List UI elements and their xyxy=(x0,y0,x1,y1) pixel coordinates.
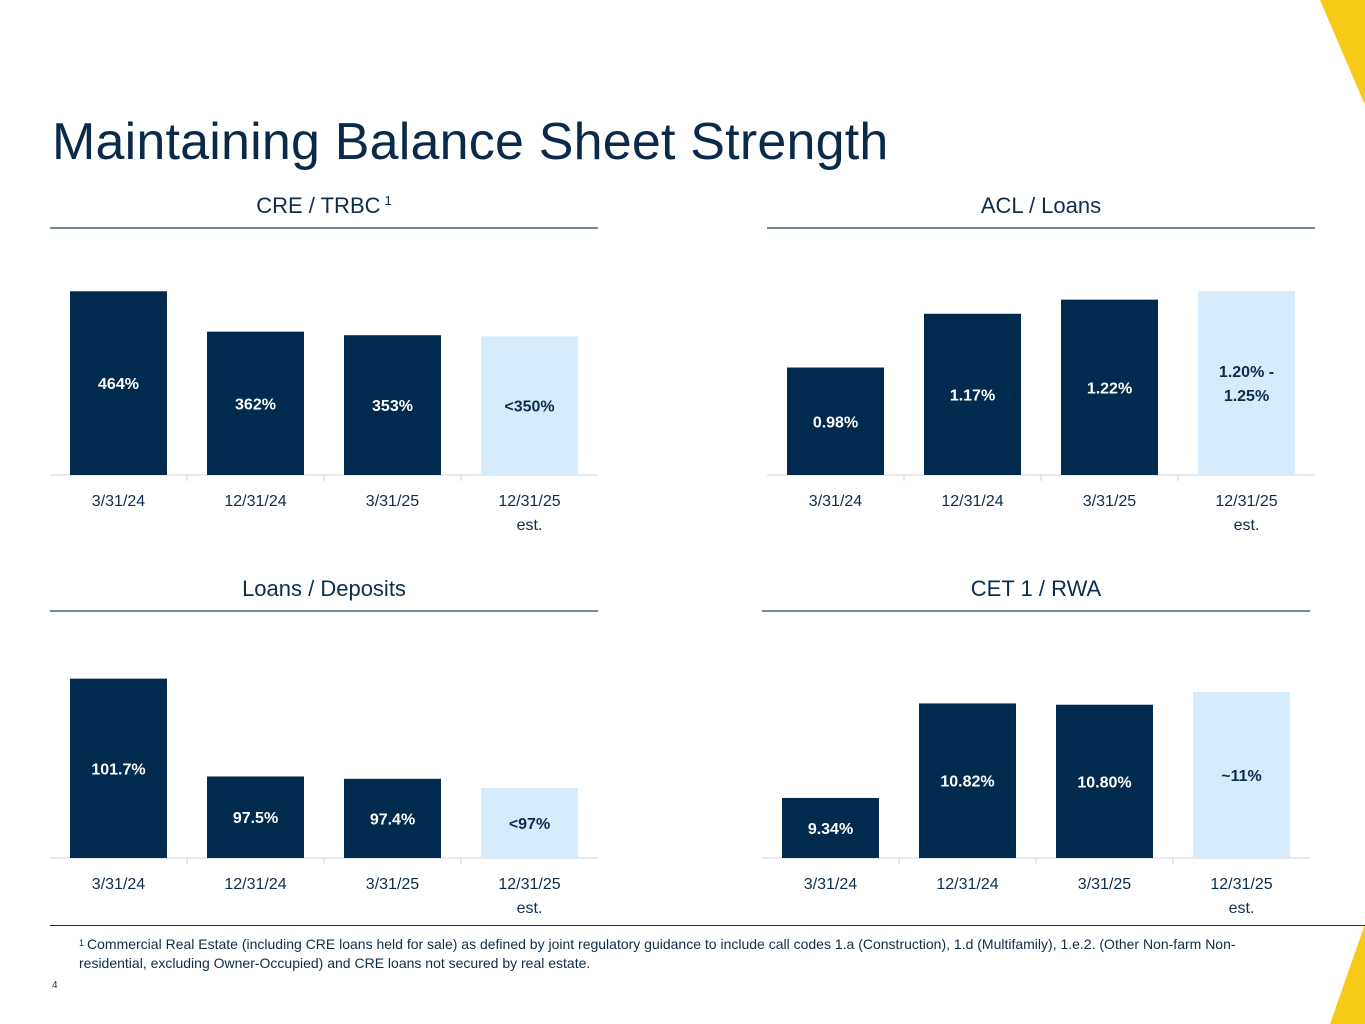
chart-title-superscript: 1 xyxy=(385,193,392,208)
chart-acl-loans: ACL / Loans 0.98% 3/31/24 1.17% 12/31/24 1.22… xyxy=(767,193,1315,534)
bar-12-31-25-est xyxy=(481,336,578,475)
bar-12-31-24 xyxy=(924,313,1021,475)
footnote-marker: 1 xyxy=(79,938,85,948)
x-tick-label: 3/31/25 xyxy=(1083,493,1136,510)
bar-12-31-24 xyxy=(207,331,304,475)
bar-value-label: 362% xyxy=(235,396,276,413)
x-tick-label: 3/31/24 xyxy=(92,493,145,510)
x-tick-label: 3/31/24 xyxy=(809,493,862,510)
x-tick-sublabel: est. xyxy=(517,517,543,534)
x-tick-sublabel: est. xyxy=(517,900,543,917)
bar-3-31-24 xyxy=(70,678,167,858)
bar-value-label: 9.34% xyxy=(808,821,853,838)
bar-3-31-24 xyxy=(70,291,167,475)
bar-value-label: 97.4% xyxy=(370,811,415,828)
bar-12-31-25-est xyxy=(481,788,578,858)
chart-title: Loans / Deposits xyxy=(242,576,406,601)
x-tick-label: 3/31/25 xyxy=(1078,876,1131,893)
bar-3-31-24 xyxy=(787,367,884,475)
x-tick-label: 3/31/25 xyxy=(366,493,419,510)
chart-cre-trbc: CRE / TRBC 1 464% 3/31/24 362% 12/31/24 353% 3/… xyxy=(50,193,598,534)
x-tick-label: 3/31/24 xyxy=(92,876,145,893)
bar-3-31-24 xyxy=(782,797,879,858)
bar-value-label: 353% xyxy=(372,398,413,415)
bar-value-label: <97% xyxy=(509,816,550,833)
footnote: 1 Commercial Real Estate (including CRE l… xyxy=(79,935,1299,973)
bar-12-31-24 xyxy=(919,703,1016,858)
bar-12-31-25-est xyxy=(1198,291,1295,475)
x-tick-label: 12/31/24 xyxy=(224,876,286,893)
bar-value-label: 101.7% xyxy=(91,761,145,778)
x-tick-label: 12/31/25 xyxy=(1210,876,1272,893)
x-tick-label: 12/31/24 xyxy=(936,876,998,893)
bar-value-label: 1.20% -1.25% xyxy=(1219,364,1274,405)
chart-title: CET 1 / RWA xyxy=(971,576,1102,601)
x-tick-label: 12/31/24 xyxy=(224,493,286,510)
x-tick-label: 12/31/25 xyxy=(1215,493,1277,510)
bar-3-31-25 xyxy=(344,778,441,858)
page-title: Maintaining Balance Sheet Strength xyxy=(52,113,889,171)
page-number: 4 xyxy=(52,980,58,991)
bar-12-31-24 xyxy=(207,776,304,858)
bar-3-31-25 xyxy=(344,335,441,475)
x-tick-sublabel: est. xyxy=(1234,517,1260,534)
bar-value-label: ~11% xyxy=(1221,768,1261,785)
x-tick-label: 12/31/25 xyxy=(498,876,560,893)
chart-title: CRE / TRBC 1 xyxy=(256,193,392,218)
footnote-text: Commercial Real Estate (including CRE lo… xyxy=(79,936,1236,971)
bar-value-label: 10.82% xyxy=(940,774,994,791)
x-tick-label: 12/31/25 xyxy=(498,493,560,510)
bar-value-label: 97.5% xyxy=(233,810,278,827)
bar-value-label: 0.98% xyxy=(813,414,858,431)
x-tick-sublabel: est. xyxy=(1229,900,1255,917)
bar-value-label: 10.80% xyxy=(1077,774,1131,791)
x-tick-label: 3/31/24 xyxy=(804,876,857,893)
footnote-divider xyxy=(50,925,1365,926)
bar-value-label: 464% xyxy=(98,376,139,393)
bar-value-label: <350% xyxy=(504,399,554,416)
bar-3-31-25 xyxy=(1056,704,1153,858)
x-tick-label: 12/31/24 xyxy=(941,493,1003,510)
bar-3-31-25 xyxy=(1061,299,1158,475)
bar-12-31-25-est xyxy=(1193,691,1290,858)
yellow-accent-bottom xyxy=(1330,924,1365,1024)
chart-loans-deposits: Loans / Deposits 101.7% 3/31/24 97.5% 12/31/… xyxy=(50,576,598,917)
bar-value-label: 1.17% xyxy=(950,387,995,404)
chart-cet1-rwa: CET 1 / RWA 9.34% 3/31/24 10.82% 12/31/24 10.… xyxy=(762,576,1310,917)
bar-value-label: 1.22% xyxy=(1087,380,1132,397)
yellow-accent-top xyxy=(1320,0,1365,105)
chart-title: ACL / Loans xyxy=(981,193,1101,218)
x-tick-label: 3/31/25 xyxy=(366,876,419,893)
